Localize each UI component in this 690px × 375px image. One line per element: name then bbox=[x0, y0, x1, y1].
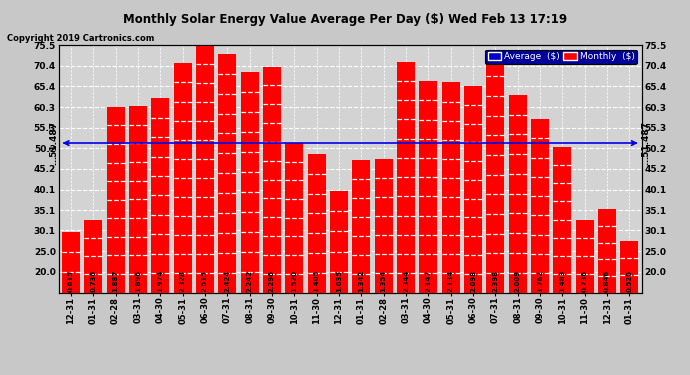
Text: 0.736: 0.736 bbox=[582, 270, 588, 292]
Bar bbox=[151, 98, 169, 292]
Bar bbox=[531, 119, 549, 292]
Text: 1.762: 1.762 bbox=[537, 270, 543, 292]
Bar bbox=[174, 63, 192, 292]
Text: 1.342: 1.342 bbox=[358, 269, 364, 292]
Text: 1.896: 1.896 bbox=[135, 270, 141, 292]
Bar bbox=[442, 82, 460, 292]
Text: Copyright 2019 Cartronics.com: Copyright 2019 Cartronics.com bbox=[7, 34, 155, 43]
Bar bbox=[486, 57, 504, 292]
Text: 2.009: 2.009 bbox=[515, 270, 521, 292]
Bar bbox=[241, 72, 259, 292]
Bar bbox=[620, 242, 638, 292]
Bar bbox=[397, 62, 415, 292]
Text: 2.134: 2.134 bbox=[448, 269, 454, 292]
Text: 2.424: 2.424 bbox=[224, 269, 230, 292]
Bar bbox=[263, 66, 281, 292]
Text: 2.515: 2.515 bbox=[202, 270, 208, 292]
Text: 0.615: 0.615 bbox=[68, 270, 74, 292]
Text: …51.487: …51.487 bbox=[50, 121, 59, 165]
Text: 2.328: 2.328 bbox=[179, 270, 186, 292]
Bar bbox=[62, 232, 80, 292]
Bar bbox=[598, 209, 616, 292]
Text: 1.035: 1.035 bbox=[336, 270, 342, 292]
Text: 2.098: 2.098 bbox=[470, 270, 476, 292]
Text: 1.405: 1.405 bbox=[314, 269, 319, 292]
Text: 2.242: 2.242 bbox=[246, 270, 253, 292]
Text: 2.398: 2.398 bbox=[493, 270, 498, 292]
Bar bbox=[353, 160, 371, 292]
Bar bbox=[375, 159, 393, 292]
Text: 1.354: 1.354 bbox=[381, 269, 386, 292]
Bar bbox=[218, 54, 236, 292]
Bar bbox=[308, 154, 326, 292]
Text: 2.147: 2.147 bbox=[425, 269, 431, 292]
Text: …51.487: …51.487 bbox=[642, 121, 651, 165]
Bar bbox=[575, 220, 593, 292]
Text: 2.296: 2.296 bbox=[269, 270, 275, 292]
Text: 1.520: 1.520 bbox=[291, 270, 297, 292]
Bar bbox=[84, 220, 102, 292]
Text: 1.974: 1.974 bbox=[157, 269, 164, 292]
Bar bbox=[464, 86, 482, 292]
Text: 1.483: 1.483 bbox=[560, 269, 565, 292]
Bar bbox=[196, 45, 214, 292]
Bar bbox=[286, 143, 304, 292]
Text: 0.736: 0.736 bbox=[90, 270, 97, 292]
Bar bbox=[553, 147, 571, 292]
Text: 0.520: 0.520 bbox=[627, 270, 633, 292]
Text: 0.846: 0.846 bbox=[604, 269, 610, 292]
Bar bbox=[420, 81, 437, 292]
Text: 2.344: 2.344 bbox=[403, 269, 409, 292]
Text: 1.887: 1.887 bbox=[112, 269, 119, 292]
Bar bbox=[107, 107, 125, 292]
Legend: Average  ($), Monthly  ($): Average ($), Monthly ($) bbox=[485, 50, 637, 64]
Bar bbox=[129, 106, 147, 292]
Bar bbox=[330, 190, 348, 292]
Bar bbox=[509, 95, 526, 292]
Text: Monthly Solar Energy Value Average Per Day ($) Wed Feb 13 17:19: Monthly Solar Energy Value Average Per D… bbox=[123, 13, 567, 26]
